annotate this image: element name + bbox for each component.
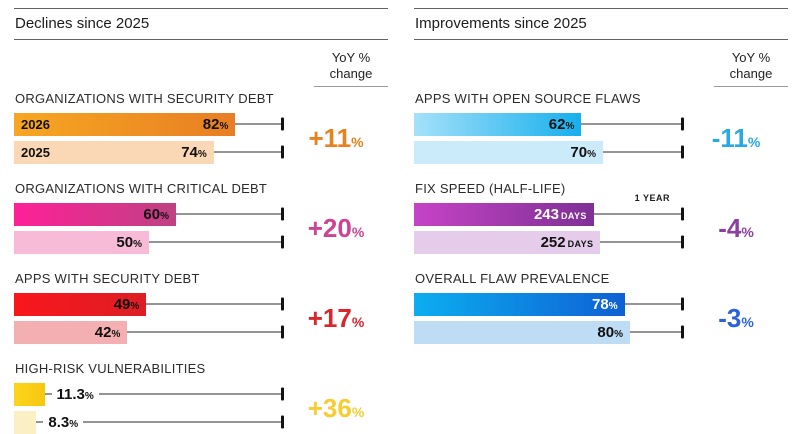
yoy-column-header: YoY % change (714, 50, 788, 87)
axis-max-tick (680, 297, 684, 311)
bar-2025: 2025 74% (14, 140, 214, 164)
section-title: HIGH-RISK VULNERABILITIES (15, 360, 206, 376)
axis-max-tick (680, 325, 684, 339)
bar-2026: 78% (414, 292, 625, 316)
bar-value: 80% (597, 323, 623, 341)
improvements-panel: Improvements since 2025 YoY % change APP… (414, 0, 788, 344)
section-overall-flaw-prevalence: OVERALL FLAW PREVALENCE 78% 80% (414, 271, 788, 344)
section-open-source-flaws: APPS WITH OPEN SOURCE FLAWS 62% 70% (414, 91, 788, 164)
bar-2025: 70% (414, 140, 603, 164)
yoy-column-header: YoY % change (314, 50, 388, 87)
bar-year-label: 2026 (21, 116, 50, 132)
section-title: ORGANIZATIONS WITH SECURITY DEBT (15, 90, 274, 106)
axis-max-tick (280, 207, 284, 221)
yoy-change-value: +17% (307, 302, 365, 333)
axis-max-tick (680, 117, 684, 131)
bar-track: 60% (14, 202, 284, 226)
reference-line (14, 393, 283, 395)
section-orgs-critical-debt: ORGANIZATIONS WITH CRITICAL DEBT 60% 50% (14, 181, 388, 254)
section-orgs-security-debt: ORGANIZATIONS WITH SECURITY DEBT 2026 82… (14, 91, 388, 164)
section-title: ORGANIZATIONS WITH CRITICAL DEBT (15, 180, 268, 196)
bar-value: 82% (202, 115, 229, 133)
bar-value: 60% (143, 205, 169, 223)
declines-panel: Declines since 2025 YoY % change ORGANIZ… (14, 0, 388, 434)
yoy-change-value: -3% (718, 302, 754, 333)
bar-track: 252 DAYS (414, 230, 684, 254)
reference-line (14, 331, 283, 333)
section-title: OVERALL FLAW PREVALENCE (415, 270, 610, 286)
bar-2026: 2026 82% (14, 112, 236, 136)
bar-2026: 243 DAYS (414, 202, 594, 226)
bar-track: 78% (414, 292, 684, 316)
axis-max-tick (680, 207, 684, 221)
bar-value: 78% (592, 295, 618, 313)
bar-2025 (14, 410, 37, 434)
one-year-reference-label: 1 YEAR (631, 192, 673, 203)
bar-track: 1 YEAR 243 DAYS (414, 192, 684, 226)
yoy-change-value: -11% (711, 122, 761, 153)
axis-max-tick (280, 415, 284, 429)
axis-max-tick (680, 235, 684, 249)
improvements-panel-header: Improvements since 2025 (414, 8, 788, 40)
axis-max-tick (280, 297, 284, 311)
section-title: APPS WITH SECURITY DEBT (15, 270, 200, 286)
bar-2025: 252 DAYS (414, 230, 601, 254)
bar-value: 49% (113, 295, 140, 313)
yoy-change-value: +11% (308, 122, 364, 153)
declines-panel-header: Declines since 2025 (14, 8, 388, 40)
bar-2025: 42% (14, 320, 128, 344)
bar-2026: 60% (14, 202, 176, 226)
bar-track: 50% (14, 230, 284, 254)
bar-2025: 50% (14, 230, 149, 254)
section-fix-speed: FIX SPEED (HALF-LIFE) 1 YEAR 243 DAYS 252… (414, 181, 788, 254)
bar-2025: 80% (414, 320, 630, 344)
reference-line (14, 421, 283, 423)
bar-value: 243 DAYS (533, 205, 587, 223)
bar-track: 42% (14, 320, 284, 344)
axis-max-tick (280, 325, 284, 339)
bar-track: 80% (414, 320, 684, 344)
bar-track: 70% (414, 140, 684, 164)
bar-track: 49% (14, 292, 284, 316)
section-apps-security-debt: APPS WITH SECURITY DEBT 49% 42% (14, 271, 388, 344)
bar-track: 62% (414, 112, 684, 136)
reference-line (14, 303, 283, 305)
bar-value: 11.3% (51, 385, 99, 403)
bar-2026: 62% (414, 112, 582, 136)
bar-value: 50% (116, 233, 142, 251)
bar-value: 42% (94, 323, 121, 341)
yoy-change-value: +36% (307, 392, 365, 423)
bar-track: 11.3% (14, 382, 284, 406)
bar-value: 62% (548, 115, 575, 133)
yoy-change-value: -4% (718, 212, 754, 243)
axis-max-tick (680, 145, 684, 159)
bar-year-label: 2025 (21, 144, 50, 160)
section-title: APPS WITH OPEN SOURCE FLAWS (415, 90, 641, 106)
bar-2026: 49% (14, 292, 147, 316)
axis-max-tick (280, 387, 284, 401)
bar-track: 2025 74% (14, 140, 284, 164)
bar-value: 8.3% (43, 413, 84, 431)
bar-track: 8.3% (14, 410, 284, 434)
bar-value: 252 DAYS (540, 233, 594, 251)
section-high-risk-vulnerabilities: HIGH-RISK VULNERABILITIES 11.3% 8.3% +36… (14, 361, 388, 434)
axis-max-tick (280, 235, 284, 249)
bar-2026 (14, 382, 45, 406)
section-title: FIX SPEED (HALF-LIFE) (415, 180, 566, 196)
bar-value: 74% (181, 143, 207, 161)
bar-track: 2026 82% (14, 112, 284, 136)
bar-value: 70% (570, 143, 596, 161)
yoy-change-value: +20% (307, 212, 365, 243)
axis-max-tick (280, 117, 284, 131)
axis-max-tick (280, 145, 284, 159)
